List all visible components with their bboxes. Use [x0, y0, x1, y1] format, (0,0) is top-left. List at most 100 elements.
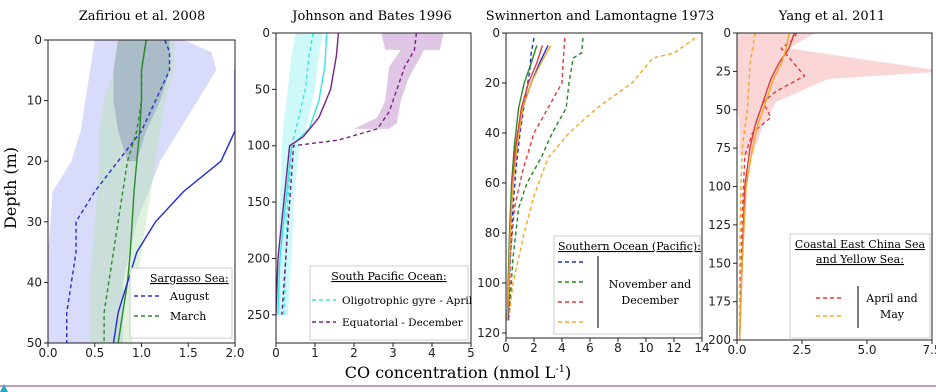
x-tick-label: 1.0: [132, 346, 151, 360]
y-tick-label: 150: [708, 256, 731, 270]
series-line-2: [738, 33, 756, 340]
legend: Sargasso Sea: August March: [129, 267, 233, 339]
y-tick-label: 25: [716, 64, 731, 78]
x-tick-label: 1: [311, 346, 319, 360]
x-tick-label: 14: [694, 341, 709, 355]
y-tick-label: 75: [716, 141, 731, 155]
y-tick-label: 125: [708, 218, 731, 232]
series-line-4: [738, 33, 790, 340]
plot-area: [276, 33, 444, 315]
series-line-4: [508, 37, 696, 321]
chart-title: Yang et al. 2011: [778, 9, 885, 24]
y-tick-label: 0: [262, 26, 270, 40]
x-tick-label: 0.0: [38, 346, 57, 360]
x-axis-label-main: CO concentration (nmol L: [345, 363, 556, 382]
chart-panel-3: Swinnerton and Lamontagne 1973 0 2 4 6 8 10 12 1…: [477, 9, 714, 355]
x-tick-label: 0.5: [85, 346, 104, 360]
y-tick-label: 10: [27, 94, 42, 108]
legend-title: South Pacific Ocean:: [331, 270, 446, 283]
legend-title: Sargasso Sea:: [150, 272, 229, 285]
series-line-3: [277, 33, 328, 315]
y-tick-label: 120: [477, 326, 500, 340]
series-line-3: [117, 39, 147, 343]
x-tick-label: 5.0: [857, 343, 876, 357]
legend-label: May: [880, 308, 905, 321]
axes-frame: [275, 32, 472, 344]
series-line-3: [508, 37, 566, 321]
x-axis-label-sup: -1: [555, 364, 565, 375]
series-line-2: [508, 37, 584, 321]
chart-title: Zafiriou et al. 2008: [79, 9, 205, 24]
chart-panel-1: Zafiriou et al. 2008 0.0 0.5 1.0 1.5 2.0 0 10 20…: [27, 9, 245, 360]
x-axis-label-close: ): [565, 363, 571, 382]
x-tick-label: 5: [467, 346, 475, 360]
y-tick-label: 30: [27, 215, 42, 229]
uncertainty-band-1: [48, 40, 217, 343]
bottom-corner-marker: [0, 384, 8, 392]
y-tick-label: 0: [723, 26, 731, 40]
legend-label: November and: [609, 278, 691, 291]
y-tick-label: 50: [27, 336, 42, 350]
plot-area: [506, 37, 696, 321]
legend-label: Equatorial - December: [342, 317, 464, 329]
x-tick-label: 3: [389, 346, 397, 360]
y-tick-label: 60: [485, 176, 500, 190]
y-tick-label: 0: [492, 26, 500, 40]
y-tick-label: 50: [716, 103, 731, 117]
y-tick-label: 100: [477, 276, 500, 290]
y-tick-label: 0: [34, 33, 42, 47]
legend: South Pacific Ocean: Oligotrophic gyre - …: [309, 265, 473, 341]
legend-box: [789, 233, 931, 339]
legend-title: and Yellow Sea:: [816, 253, 904, 266]
x-tick-label: 12: [666, 341, 681, 355]
chart-title: Swinnerton and Lamontagne 1973: [486, 9, 714, 24]
legend-label: August: [169, 290, 210, 303]
y-tick-label: 40: [485, 126, 500, 140]
x-tick-label: 7.5: [922, 343, 936, 357]
legend-box: [553, 235, 701, 335]
series-line-1: [65, 39, 171, 343]
series-line-8: [506, 45, 552, 321]
legend-label: December: [621, 294, 679, 307]
x-tick-label: 8: [614, 341, 622, 355]
chart-title: Johnson and Bates 1996: [290, 9, 451, 24]
x-tick-label: 6: [586, 341, 594, 355]
series-line-2: [281, 33, 418, 315]
x-tick-label: 1.5: [179, 346, 198, 360]
x-tick-label: 2: [350, 346, 358, 360]
legend: Coastal East China Sea and Yellow Sea: Apr…: [789, 233, 931, 339]
y-axis-label: Depth (m): [1, 147, 20, 229]
x-tick-label: 10: [638, 341, 653, 355]
legend-label: March: [170, 310, 206, 323]
series-line-4: [112, 70, 235, 343]
legend-box: [129, 267, 233, 339]
x-tick-label: 0.0: [727, 343, 746, 357]
y-tick-label: 100: [708, 180, 731, 194]
legend-title: Coastal East China Sea: [795, 238, 926, 251]
x-tick-label: 0: [272, 346, 280, 360]
plot-area: [737, 33, 932, 340]
legend: Southern Ocean (Pacific): November and Dec…: [553, 235, 701, 335]
x-tick-label: 2.0: [225, 346, 244, 360]
uncertainty-band-2: [90, 40, 175, 343]
y-tick-label: 50: [255, 82, 270, 96]
x-tick-label: 2.5: [792, 343, 811, 357]
y-tick-label: 20: [485, 76, 500, 90]
y-tick-label: 250: [247, 308, 270, 322]
x-tick-label: 4: [558, 341, 566, 355]
y-tick-label: 100: [247, 139, 270, 153]
axes-frame: [505, 32, 703, 339]
plot-area: [48, 39, 235, 343]
y-tick-label: 200: [708, 333, 731, 347]
y-tick-label: 150: [247, 195, 270, 209]
y-tick-label: 175: [708, 295, 731, 309]
x-tick-label: 4: [428, 346, 436, 360]
legend-label: April and: [865, 292, 917, 305]
y-tick-label: 20: [27, 154, 42, 168]
uncertainty-band-1: [737, 33, 932, 156]
uncertainty-band-2: [354, 33, 444, 129]
series-line-4: [276, 33, 340, 315]
x-tick-label: 2: [530, 341, 538, 355]
